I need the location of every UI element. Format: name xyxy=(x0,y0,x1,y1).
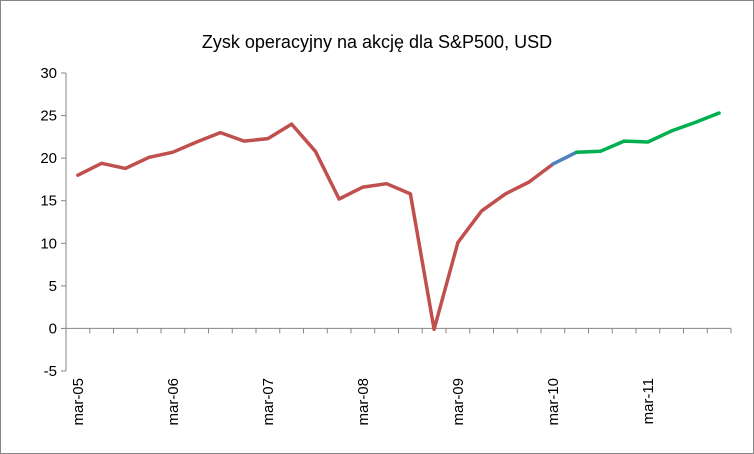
x-tick-label: mar-10 xyxy=(545,378,562,426)
x-tick-label: mar-08 xyxy=(355,378,372,426)
x-tick-label: mar-11 xyxy=(640,378,657,424)
y-tick-label: 25 xyxy=(40,108,57,125)
y-tick-label: 10 xyxy=(40,235,57,252)
y-tick-label: 15 xyxy=(40,193,57,210)
x-tick-label: mar-06 xyxy=(165,378,182,426)
y-tick-label: 0 xyxy=(49,320,57,337)
series-line-1 xyxy=(76,122,555,332)
series-line-2 xyxy=(551,150,579,166)
axes: -5 0 5 10 15 20 25 30 mar-05 mar-06 mar-07 mar-08 ma… xyxy=(40,65,732,426)
x-tick-label: mar-07 xyxy=(260,378,277,426)
series-layer xyxy=(76,111,721,332)
chart-title: Zysk operacyjny na akcję dla S&P500, USD xyxy=(201,32,553,52)
y-tick-label: 5 xyxy=(49,278,57,295)
y-tick-label: 20 xyxy=(40,150,57,167)
y-tick-label: 30 xyxy=(40,65,57,82)
x-tick-label: mar-05 xyxy=(70,378,87,426)
x-tick-label: mar-09 xyxy=(450,378,467,426)
series-line-3 xyxy=(574,111,721,154)
y-tick-label: -5 xyxy=(44,363,57,380)
